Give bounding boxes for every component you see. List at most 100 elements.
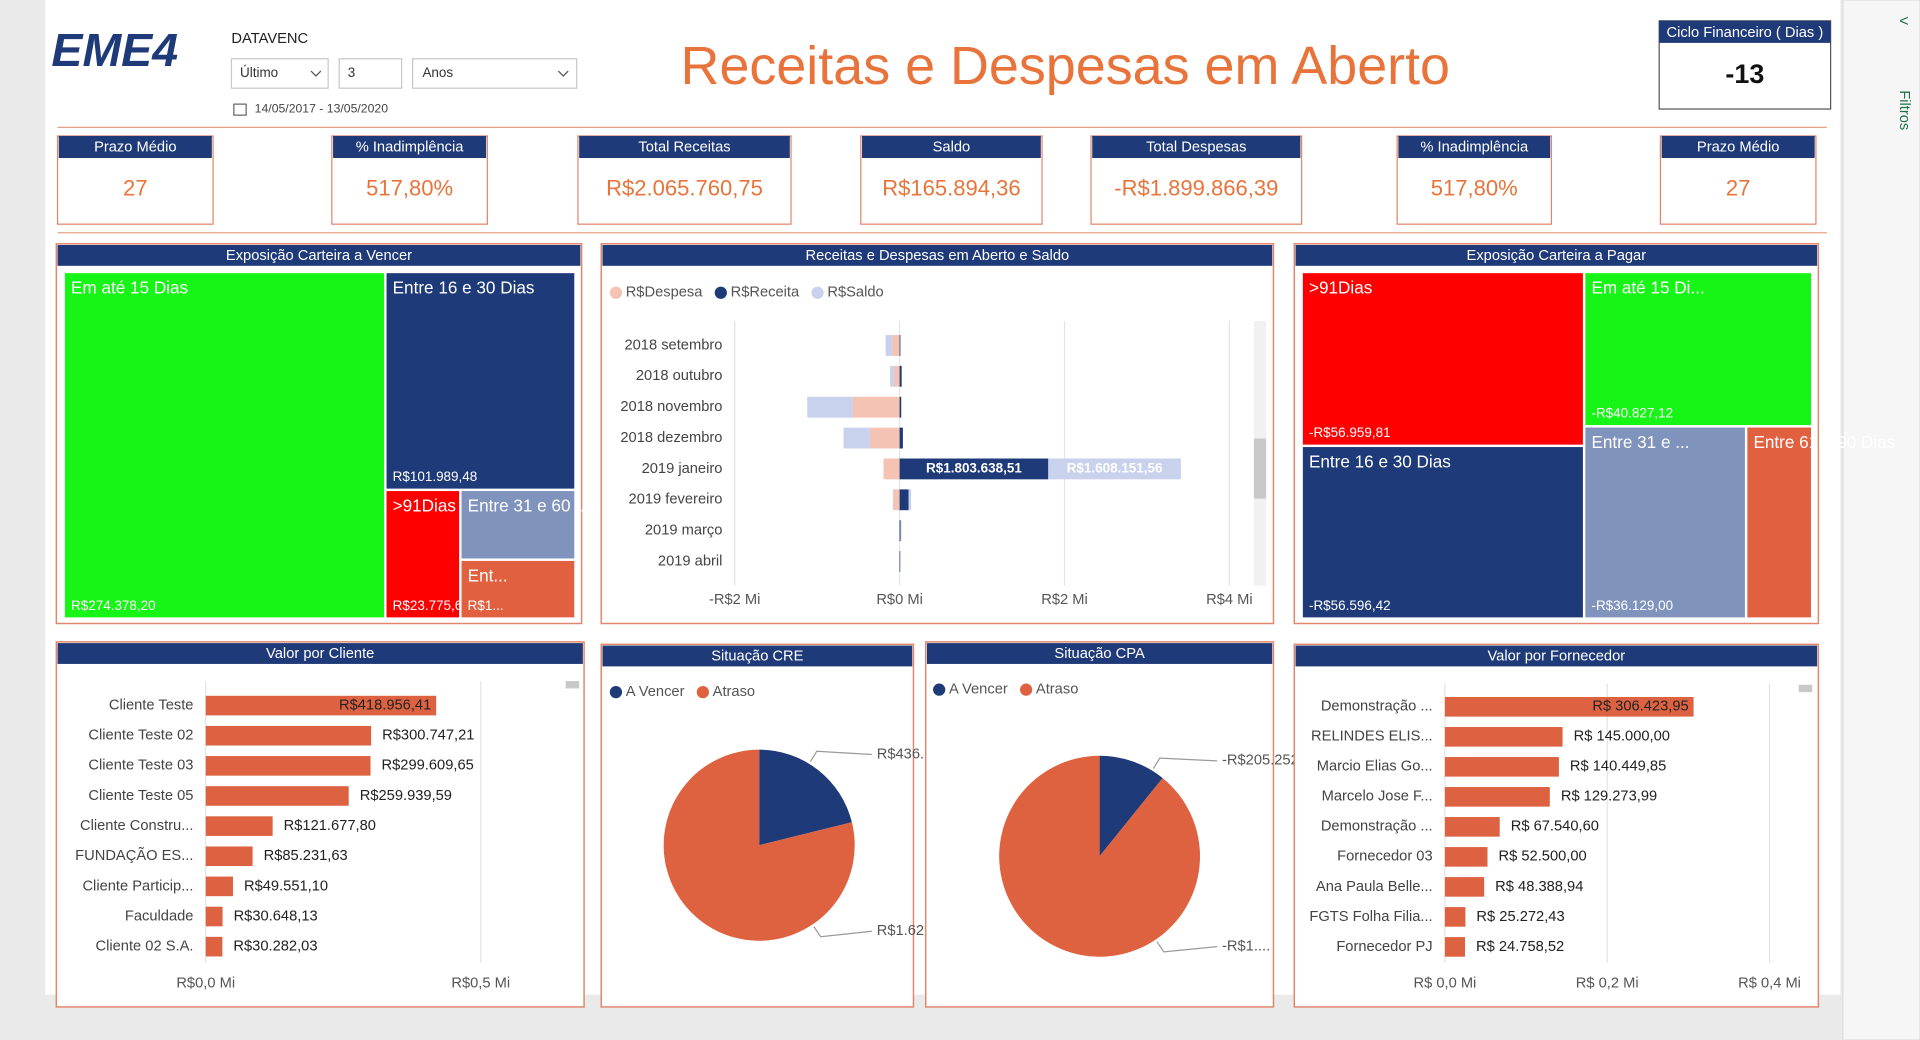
y-tick-label: Ana Paula Belle... [1316,879,1433,895]
x-tick-label: R$ 0,2 Mi [1576,976,1639,992]
y-tick-label: 2019 março [645,523,723,539]
bar [899,335,901,356]
visual-title: Situação CRE [711,648,803,664]
y-tick-label: FGTS Folha Filia... [1309,909,1432,925]
data-label: R$ 25.272,43 [1476,909,1564,925]
data-label: R$49.551,10 [244,878,328,894]
side-pane-label[interactable]: Filtros [1896,90,1912,130]
leader-line [1152,757,1218,769]
y-tick-label: Cliente 02 S.A. [96,939,194,955]
treemap-value-label: R$1... [468,598,504,613]
y-tick-label: Marcio Elias Go... [1317,759,1433,775]
filter-unit[interactable]: Anos [422,65,453,80]
bar [1444,817,1500,837]
bar [1444,907,1466,927]
x-tick-label: R$ 0,0 Mi [1413,976,1476,992]
bar [900,551,901,572]
visual-title: Exposição Carteira a Pagar [1467,248,1647,264]
bar [890,365,894,387]
leader-line [1156,941,1218,953]
filter-count[interactable]: 3 [348,65,355,80]
visual-title: Exposição Carteira a Vencer [226,248,412,264]
treemap-cell [1585,427,1745,618]
kpi-value: 517,80% [366,176,453,201]
visual-title: Valor por Cliente [266,646,374,662]
bar [899,489,909,511]
data-label: R$ 24.758,52 [1476,939,1564,955]
treemap-label: Entre 16 e 30 Dias [1309,452,1451,472]
data-label: R$1.803.638,51 [926,460,1022,475]
filter-count-input[interactable] [338,58,403,89]
bar [1444,937,1465,957]
visual-title: Valor por Fornecedor [1487,648,1625,664]
bar [205,756,371,776]
visual-header [1295,244,1818,266]
visual-header [602,244,1273,266]
scrollbar-thumb [565,681,580,689]
data-label: R$1.608.151,56 [1067,460,1163,475]
kpi-card-header [579,135,790,159]
kpi-card-header [1661,135,1815,159]
bar [852,396,900,418]
visual-title: Receitas e Despesas em Aberto e Saldo [806,248,1070,264]
y-tick-label: 2019 fevereiro [629,492,723,508]
visual-header [57,244,581,266]
treemap-label: Em até 15 Di... [1591,278,1704,298]
legend-label: Atraso [1036,682,1078,698]
bar [205,906,223,927]
filter-period-dropdown[interactable] [230,58,329,89]
bar [899,427,903,449]
treemap-label: Em até 15 Dias [71,278,188,298]
y-tick-label: Faculdade [125,908,194,924]
kpi-label: Total Receitas [638,139,730,155]
pie-slice [663,749,855,941]
filter-label: DATAVENC [231,31,308,47]
pie-slice [759,749,852,846]
filter-period[interactable]: Último [240,65,278,80]
data-label: R$ 140.449,85 [1570,759,1666,775]
treemap-label: Entre 31 e ... [1591,432,1689,452]
bar [205,876,233,897]
visual-header [602,645,913,667]
y-tick-label: 2018 outubro [636,368,723,384]
data-label: R$299.609,65 [382,758,474,774]
bar [892,335,900,356]
data-label: R$85.231,63 [264,848,348,864]
kpi-label: Prazo Médio [94,139,176,155]
legend-marker [811,286,824,299]
kpi-value: 517,80% [1431,176,1518,201]
filter-unit-dropdown[interactable] [412,58,578,89]
pie-slice [999,755,1200,957]
y-tick-label: Fornecedor 03 [1337,849,1433,865]
bar [807,396,853,418]
kpi-value: 27 [123,176,148,201]
legend-marker [1020,683,1033,696]
visual-frame [600,243,1275,625]
pie-slice [1099,755,1163,857]
kpi-card-header [1398,135,1551,159]
legend-label: A Vencer [949,682,1008,698]
treemap-cell [386,491,460,618]
bar [205,725,372,746]
side-pane-chevron[interactable]: < [1899,13,1908,30]
bar [1444,697,1694,717]
legend-marker [609,685,623,699]
treemap-value-label: -R$56.596,42 [1309,598,1391,613]
kpi-value: R$165.894,36 [882,176,1020,201]
kpi-label: % Inadimplência [356,139,465,155]
bar [899,365,902,387]
bar [843,427,870,449]
treemap-value-label: -R$36.129,00 [1591,598,1673,613]
kpi-card-header [58,135,212,159]
bar [205,695,437,716]
data-label: R$300.747,21 [382,728,474,744]
treemap-label: Entre 61 e 90 Dias [1753,432,1895,452]
treemap-cell [64,273,385,618]
y-tick-label: 2018 dezembro [620,430,722,446]
x-tick-label: R$4 Mi [1206,592,1253,608]
kpi-label: Total Despesas [1146,139,1246,155]
legend-label: R$Saldo [827,285,883,301]
data-label: R$ 145.000,00 [1574,729,1670,745]
treemap-label: >91Dias [1309,278,1372,298]
